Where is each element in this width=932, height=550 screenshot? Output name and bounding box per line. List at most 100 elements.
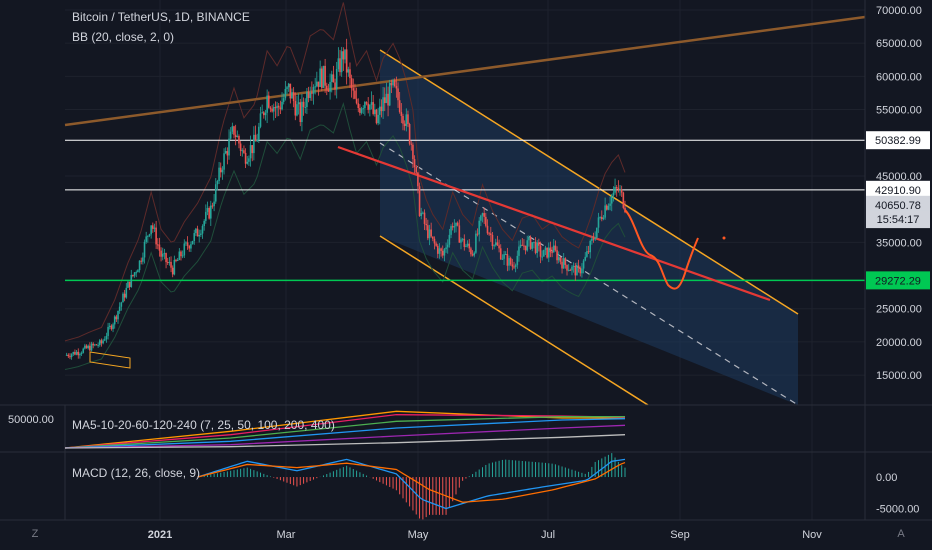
candle-body xyxy=(161,253,164,257)
candle-body xyxy=(132,274,134,276)
ma-pane-scale-label: 50000.00 xyxy=(8,414,54,426)
candle-body xyxy=(587,251,590,253)
price-label-box xyxy=(866,210,930,229)
forecast-path[interactable] xyxy=(624,209,726,290)
candle-body xyxy=(571,266,573,271)
candle-body xyxy=(178,251,181,261)
candle-body xyxy=(166,262,169,264)
candle-body xyxy=(286,87,288,89)
macd-axis: 0.00 -5000.00 xyxy=(876,472,919,516)
candle-body xyxy=(581,268,583,274)
candle-body xyxy=(256,139,258,142)
price-label-countdown: 15:54:17 xyxy=(866,210,930,229)
candle-body xyxy=(176,260,179,262)
candle-body xyxy=(433,238,436,244)
candle-body xyxy=(518,246,520,256)
candle-body xyxy=(350,78,353,89)
candle-body xyxy=(504,254,507,256)
horizontal-levels[interactable] xyxy=(65,139,865,282)
candle-body xyxy=(191,241,194,245)
price-tick-label: 45000.00 xyxy=(876,171,922,183)
time-tick-label: Nov xyxy=(802,529,822,541)
candle-body xyxy=(183,243,186,256)
price-label-text: 40650.78 xyxy=(875,200,921,212)
candle-body xyxy=(282,98,285,102)
candle-body xyxy=(147,235,149,237)
candle-body xyxy=(528,237,530,241)
candle-body xyxy=(84,345,86,349)
candle-body xyxy=(80,352,83,355)
candle-body xyxy=(463,238,466,247)
candle-body xyxy=(481,213,484,216)
candle-body xyxy=(506,254,509,266)
candle-body xyxy=(309,92,312,98)
candle-body xyxy=(266,95,268,113)
candle-body xyxy=(491,234,494,246)
candle-body xyxy=(70,354,73,358)
candle-body xyxy=(422,212,424,214)
candle-body xyxy=(372,102,374,114)
candle-body xyxy=(271,108,273,112)
candle-body xyxy=(224,151,227,154)
candle-body xyxy=(299,102,302,123)
zoom-button[interactable]: Z xyxy=(31,528,39,540)
candle-body xyxy=(393,79,396,87)
price-label-last_price: 40650.78 xyxy=(866,195,930,214)
price-labels: 50382.99 42910.90 40650.78 15:54:17 29272.29 xyxy=(866,131,930,290)
candle-body xyxy=(451,226,454,228)
ma-line-1 xyxy=(64,410,625,449)
candle-body xyxy=(267,95,270,108)
candle-body xyxy=(407,114,409,125)
candle-body xyxy=(441,250,444,256)
price-label-text: 42910.90 xyxy=(875,185,921,197)
candle-body xyxy=(150,225,152,235)
symbol-legend[interactable]: Bitcoin / TetherUS, 1D, BINANCE xyxy=(72,10,250,24)
candle-body xyxy=(130,274,133,288)
candle-body xyxy=(229,131,232,139)
candle-body xyxy=(614,186,616,193)
ma-line-4 xyxy=(64,418,626,449)
candle-body xyxy=(100,340,103,344)
auto-scale-button[interactable]: A xyxy=(897,528,905,540)
candle-body xyxy=(95,344,98,346)
price-label-box xyxy=(866,180,930,199)
candle-body xyxy=(383,97,386,104)
price-label-box xyxy=(866,131,930,150)
candle-body xyxy=(443,249,446,256)
candle-body xyxy=(67,354,70,357)
candle-body xyxy=(602,217,605,220)
candle-body xyxy=(127,281,129,288)
candle-body xyxy=(354,90,356,99)
channel-fill xyxy=(380,50,798,405)
small-channel-start xyxy=(89,351,131,369)
candle-body xyxy=(594,237,596,240)
trendlines[interactable] xyxy=(64,15,866,369)
candle-body xyxy=(140,260,143,262)
price-label-level_29272: 29272.29 xyxy=(866,271,930,290)
macd-legend[interactable]: MACD (12, 26, close, 9) xyxy=(72,466,201,480)
candle-body xyxy=(624,207,626,213)
price-axis[interactable]: 70000.00 65000.00 60000.00 55000.00 45000.00… xyxy=(876,5,922,382)
candle-body xyxy=(514,265,517,267)
candle-body xyxy=(410,143,413,145)
candle-body xyxy=(349,69,351,79)
candle-body xyxy=(569,269,572,271)
candle-body xyxy=(403,123,406,126)
candle-body xyxy=(334,82,336,90)
candle-body xyxy=(388,83,391,106)
candle-body xyxy=(160,250,162,257)
candle-body xyxy=(231,126,234,132)
candle-body xyxy=(244,152,247,164)
bollinger-legend[interactable]: BB (20, close, 2, 0) xyxy=(72,30,175,44)
candle-body xyxy=(340,51,343,73)
candle-body xyxy=(291,92,293,99)
candle-body xyxy=(556,250,558,261)
ma-legend[interactable]: MA5-10-20-60-120-240 (7, 25, 50, 100, 20… xyxy=(72,418,335,432)
price-label-level_50382: 50382.99 xyxy=(866,131,930,150)
candle-body xyxy=(586,251,588,257)
candle-body xyxy=(552,245,555,253)
red-trendline xyxy=(337,145,771,302)
candle-body xyxy=(110,325,113,330)
time-axis[interactable]: 2021 Mar May Jul Sep Nov xyxy=(148,529,823,541)
